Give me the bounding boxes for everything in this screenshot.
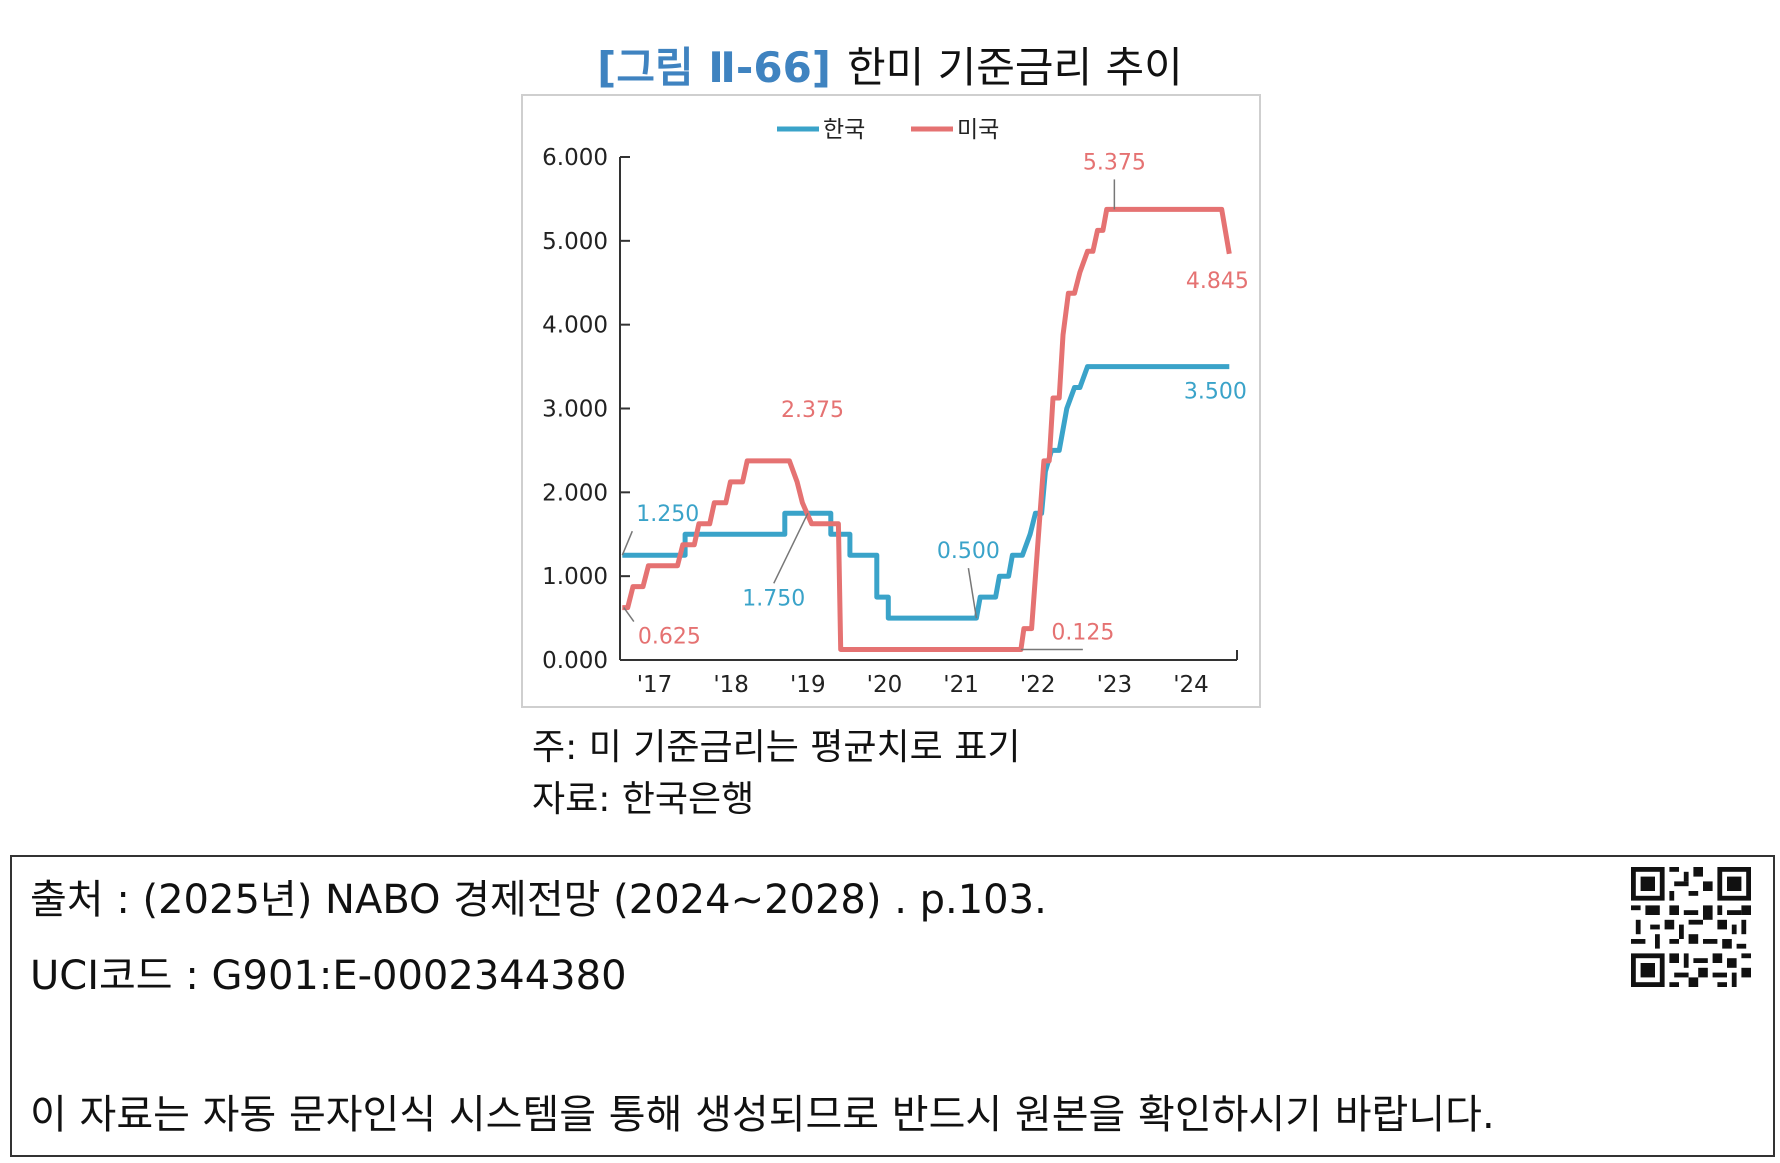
data-label: 0.625 [638,625,701,650]
series-line-korea [622,364,1230,621]
data-label: 1.750 [742,586,805,611]
annotation-leader [773,512,809,584]
series-line-us [622,206,1232,652]
annotation-leader [967,567,978,619]
uci-code: UCI코드 : G901:E-0002344380 [30,953,627,999]
data-label: 1.250 [636,502,699,527]
ocr-disclaimer: 이 자료는 자동 문자인식 시스템을 통해 생성되므로 반드시 원본을 확인하시… [30,1092,1495,1138]
x-tick-label: '17 [637,672,673,698]
data-label: 5.375 [1083,150,1146,175]
figure-title-text: 한미 기준금리 추이 [847,43,1183,92]
x-tick-label: '21 [943,672,979,698]
citation-text: 출처 : (2025년) NABO 경제전망 (2024~2028) . p.1… [30,877,1047,923]
data-label: 0.125 [1051,621,1114,646]
x-tick-label: '23 [1097,672,1133,698]
data-label: 3.500 [1184,380,1247,405]
annotation-leader [621,530,633,556]
qr-code-icon[interactable] [1631,867,1751,987]
rate-chart: 0.000 1.000 2.000 3.000 4.000 5.000 6.000 '17 '1… [542,117,1249,698]
y-tick-label: 5.000 [542,229,608,255]
y-tick-label: 3.000 [542,397,608,423]
y-tick-label: 0.000 [542,648,608,674]
citation-box: 출처 : (2025년) NABO 경제전망 (2024~2028) . p.1… [10,855,1775,1157]
y-tick-label: 2.000 [542,480,608,506]
chart-source: 자료: 한국은행 [532,779,755,820]
y-tick-label: 1.000 [542,564,608,590]
annotation-leader [623,607,635,623]
x-tick-label: '22 [1020,672,1056,698]
x-tick-label: '18 [713,672,749,698]
data-label: 4.845 [1186,269,1249,294]
x-tick-label: '24 [1173,672,1209,698]
y-tick-label: 4.000 [542,313,608,339]
figure-title: [그림 Ⅱ-66] 한미 기준금리 추이 [0,34,1780,95]
chart-frame [521,94,1261,708]
x-tick-label: '19 [790,672,826,698]
figure-number: [그림 Ⅱ-66] [597,43,831,92]
legend-label: 한국 [823,117,865,143]
data-label: 2.375 [781,398,844,423]
data-label: 0.500 [937,539,1000,564]
chart-note: 주: 미 기준금리는 평균치로 표기 [532,727,1021,768]
legend-label: 미국 [957,117,999,143]
x-tick-label: '20 [867,672,903,698]
y-tick-label: 6.000 [542,145,608,171]
